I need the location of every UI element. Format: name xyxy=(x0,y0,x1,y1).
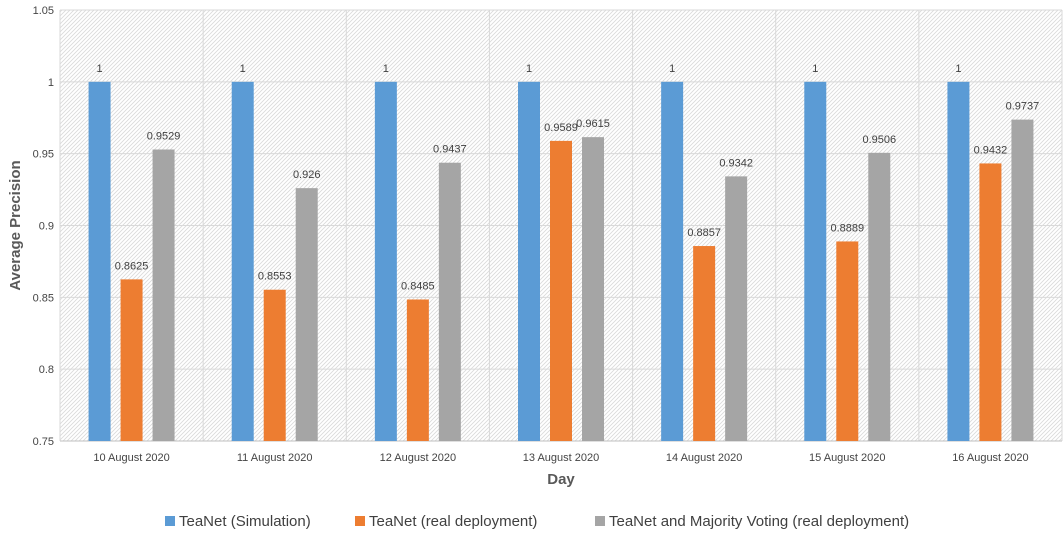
data-label: 1 xyxy=(812,63,818,75)
data-label: 0.9432 xyxy=(974,144,1008,156)
bar xyxy=(295,188,318,441)
bar xyxy=(438,162,461,442)
data-label: 1 xyxy=(669,63,675,75)
y-tick-label: 0.85 xyxy=(33,292,54,304)
data-label: 0.9615 xyxy=(576,118,610,130)
legend-label: TeaNet (real deployment) xyxy=(369,513,537,530)
bar xyxy=(518,81,540,441)
data-label: 1 xyxy=(97,63,103,75)
data-label: 0.9437 xyxy=(433,144,467,156)
bar xyxy=(979,163,1002,441)
bar xyxy=(88,81,111,441)
x-tick-label: 10 August 2020 xyxy=(93,452,169,464)
bar xyxy=(582,137,604,441)
x-axis-ticks: 10 August 2020 11 August 2020 12 August 20… xyxy=(93,452,1028,464)
data-label: 0.8625 xyxy=(115,260,149,272)
bar xyxy=(231,81,254,441)
x-axis-title: Day xyxy=(547,471,575,488)
legend-swatch xyxy=(595,516,605,526)
legend-swatch xyxy=(165,516,175,526)
x-tick-label: 13 August 2020 xyxy=(523,452,599,464)
y-tick-label: 1.05 xyxy=(33,5,54,17)
bar xyxy=(725,176,748,441)
bar xyxy=(120,279,143,441)
legend: TeaNet (Simulation) TeaNet (real deployme… xyxy=(165,513,909,530)
data-label: 0.8485 xyxy=(401,280,435,292)
legend-swatch xyxy=(355,516,365,526)
data-label: 1 xyxy=(955,63,961,75)
data-label: 0.926 xyxy=(293,169,321,181)
y-tick-label: 1 xyxy=(48,77,54,89)
data-label: 0.9589 xyxy=(544,122,578,134)
x-tick-label: 14 August 2020 xyxy=(666,452,742,464)
data-label: 1 xyxy=(383,63,389,75)
bar xyxy=(804,81,827,441)
bar xyxy=(406,299,429,441)
y-axis-title: Average Precision xyxy=(7,160,24,290)
bar xyxy=(836,241,859,441)
data-label: 0.8857 xyxy=(687,227,721,239)
x-tick-label: 12 August 2020 xyxy=(380,452,456,464)
data-label: 0.8553 xyxy=(258,271,292,283)
bar xyxy=(661,81,684,441)
x-tick-label: 16 August 2020 xyxy=(952,452,1028,464)
y-tick-label: 0.9 xyxy=(39,221,54,233)
data-label: 1 xyxy=(526,63,532,75)
legend-label: TeaNet (Simulation) xyxy=(179,513,311,530)
bar xyxy=(374,81,397,441)
legend-label: TeaNet and Majority Voting (real deploym… xyxy=(609,513,909,530)
y-tick-label: 0.8 xyxy=(39,364,54,376)
bar xyxy=(152,149,175,441)
bar xyxy=(263,289,286,441)
bar xyxy=(693,246,716,441)
bar xyxy=(1011,119,1034,441)
y-tick-label: 0.75 xyxy=(33,436,54,448)
bar xyxy=(550,140,572,441)
data-labels: 1 0.8625 0.9529 1 0.8553 0.926 1 0.8485 0.9437 1 0… xyxy=(97,63,1040,293)
data-label: 0.9506 xyxy=(862,134,896,146)
y-axis-ticks: 0.75 0.8 0.85 0.9 0.95 1 1.05 xyxy=(33,5,54,448)
x-tick-label: 11 August 2020 xyxy=(237,452,313,464)
data-label: 0.9529 xyxy=(147,131,181,143)
data-label: 1 xyxy=(240,63,246,75)
bar xyxy=(947,81,970,441)
data-label: 0.9342 xyxy=(719,157,753,169)
x-tick-label: 15 August 2020 xyxy=(809,452,885,464)
y-tick-label: 0.95 xyxy=(33,149,54,161)
data-label: 0.9737 xyxy=(1006,101,1040,113)
bar xyxy=(868,152,891,441)
data-label: 0.8889 xyxy=(830,222,864,234)
bars xyxy=(88,81,1034,442)
